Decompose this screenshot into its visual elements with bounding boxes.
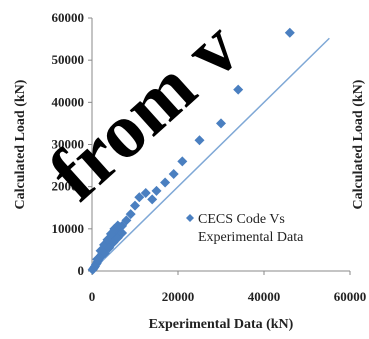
y-axis-title-right: Calculated Load (kN) [351,79,366,209]
y-tick-label: 10000 [52,221,85,236]
y-tick-label: 0 [78,263,85,278]
reference-line [91,37,330,272]
data-point-marker [121,215,132,226]
y-axis-title: Calculated Load (kN) [13,79,28,209]
y-tick-label: 60000 [52,10,85,25]
data-point-marker [117,228,128,239]
x-tick-label: 20000 [162,289,195,304]
watermark-text: from v [32,4,255,217]
data-point-marker [194,135,205,146]
x-axis-title: Experimental Data (kN) [149,317,294,332]
x-tick-label: 60000 [334,289,367,304]
data-point-marker [160,177,171,188]
data-point-marker [147,194,158,205]
data-point-marker [92,254,103,265]
data-point-marker [216,118,226,129]
legend: CECS Code Vs Experimental Data [186,212,304,245]
data-point-marker [130,200,140,211]
data-point-marker [112,220,123,231]
y-tick-label: 20000 [52,179,85,194]
data-point-marker [177,156,188,167]
legend-marker-icon [186,214,194,222]
x-tick-label: 40000 [248,289,281,304]
data-point-marker [134,192,145,203]
y-tick-label: 40000 [52,94,85,109]
y-tick-label: 30000 [52,137,85,152]
y-tick-label: 50000 [52,52,85,67]
data-points [87,27,295,275]
data-point-marker [151,185,162,196]
data-point-marker [284,27,295,38]
data-point-marker [140,187,151,198]
y-tick-labels: 0 10000 20000 30000 40000 50000 60000 [52,10,92,278]
data-point-marker [168,169,179,180]
data-point-marker [125,209,136,220]
x-tick-label: 0 [89,289,96,304]
x-tick-labels: 0 20000 40000 60000 [89,271,367,304]
data-point-marker [233,84,244,95]
legend-label: CECS Code Vs Experimental Data [198,212,304,245]
